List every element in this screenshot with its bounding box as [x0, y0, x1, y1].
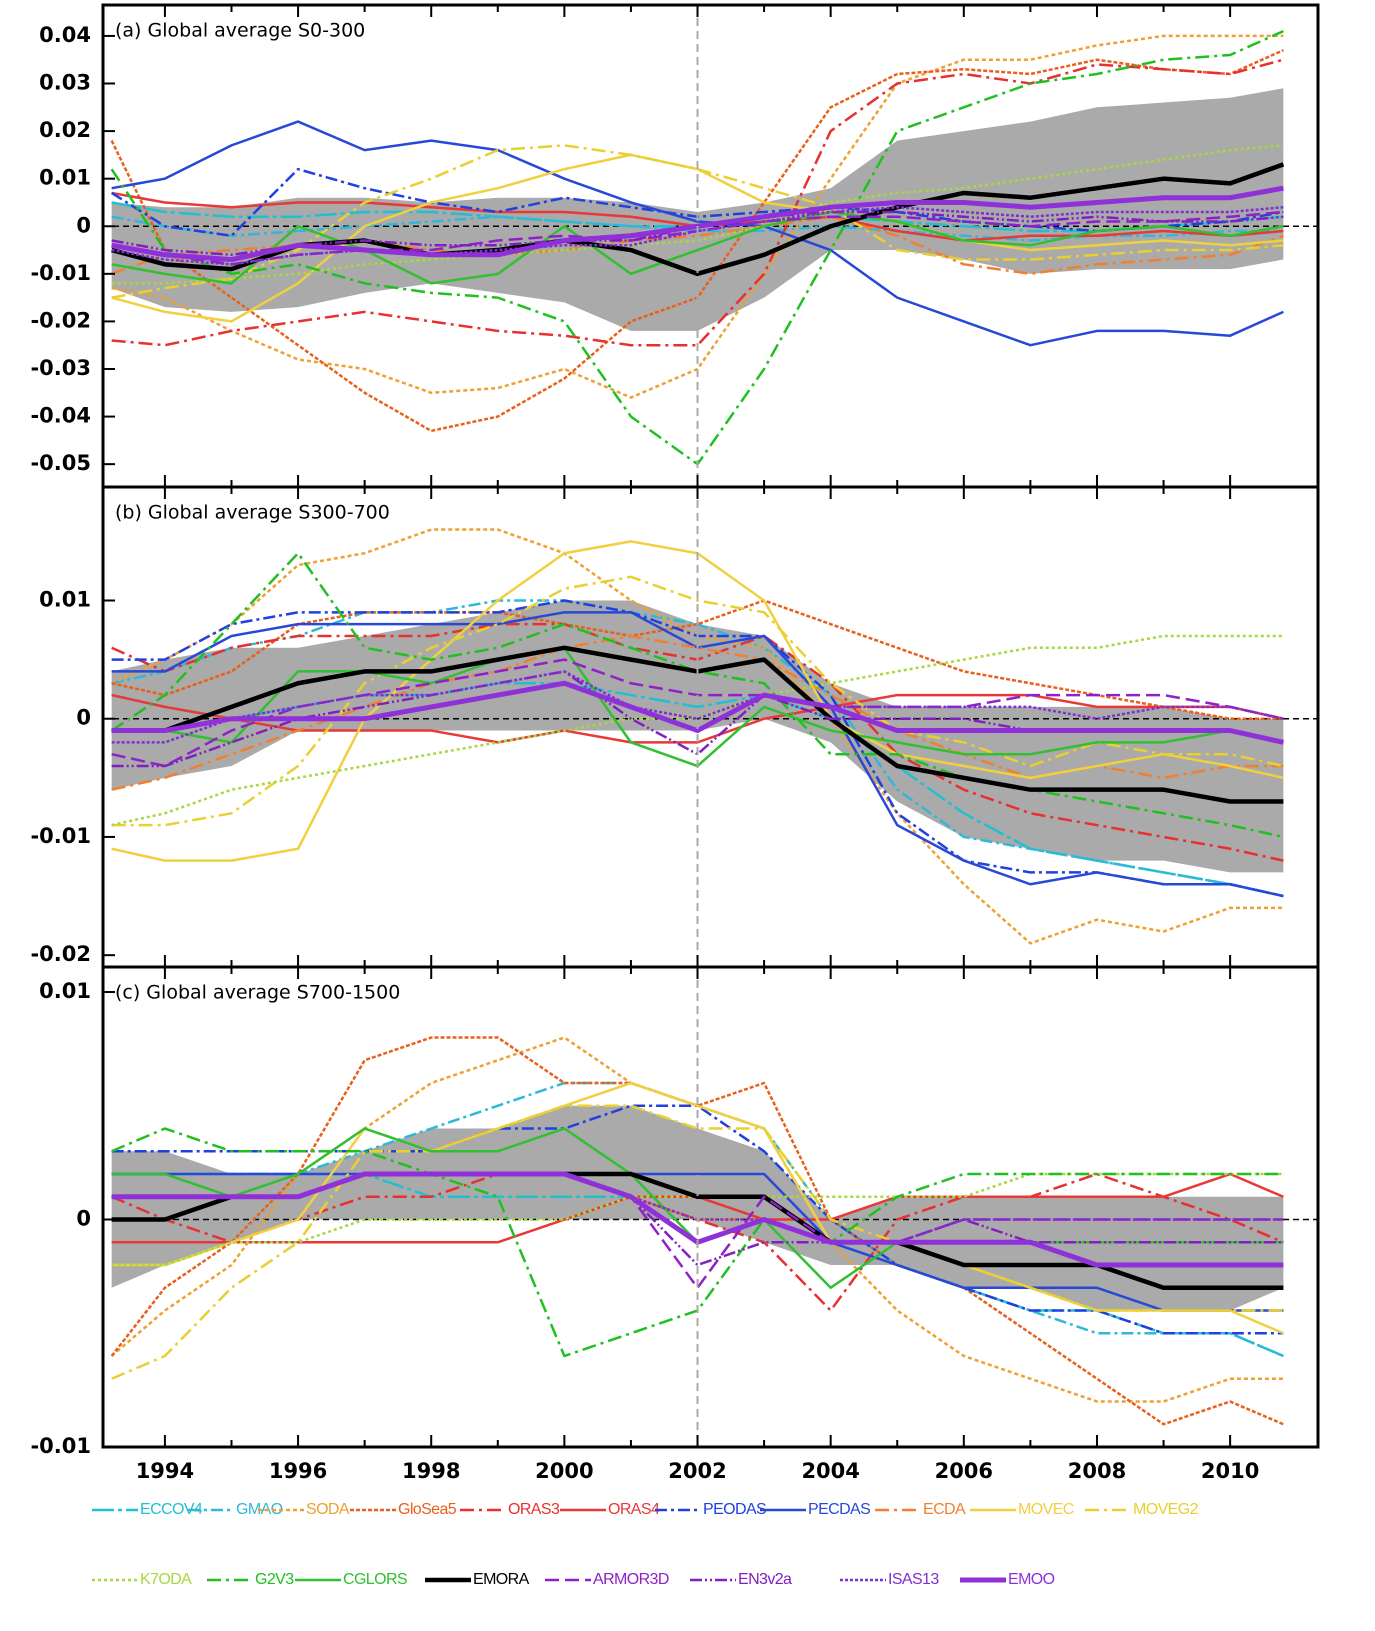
- y-tick-label: 0: [76, 706, 91, 730]
- y-tick-label: -0.02: [30, 308, 91, 332]
- panel: [103, 30, 1318, 466]
- legend-label: GloSea5: [398, 1501, 457, 1518]
- series-line: [111, 1081, 1284, 1335]
- series-line: [111, 670, 1284, 744]
- series-line: [111, 120, 1284, 347]
- legend-label: ORAS4: [608, 1501, 660, 1518]
- x-tick-label: 2000: [535, 1459, 593, 1483]
- legend-label: G2V3: [255, 1571, 294, 1588]
- y-tick-label: 0: [76, 213, 91, 237]
- series-line: [111, 144, 1284, 299]
- y-tick-label: 0.01: [39, 979, 91, 1003]
- y-tick-label: -0.01: [30, 1434, 91, 1458]
- panel: [103, 528, 1318, 945]
- y-tick-label: -0.05: [30, 451, 91, 475]
- x-tick-label: 2008: [1068, 1459, 1126, 1483]
- y-tick-label: -0.01: [30, 261, 91, 285]
- series-line: [111, 153, 1284, 323]
- series-line: [111, 680, 1284, 745]
- y-tick-label: 0.03: [39, 71, 91, 95]
- y-tick-label: 0.01: [39, 587, 91, 611]
- series-line: [111, 210, 1284, 285]
- series-line: [111, 575, 1284, 827]
- series-line: [111, 34, 1284, 399]
- legend-label: ORAS3: [508, 1501, 560, 1518]
- legend-label: ECCOV4: [140, 1501, 203, 1518]
- y-tick-label: 0: [76, 1207, 91, 1231]
- legend-label: ECDA: [923, 1501, 966, 1518]
- panel-title: (b) Global average S300-700: [115, 502, 390, 524]
- x-tick-label: 1996: [269, 1459, 327, 1483]
- y-tick-label: 0.02: [39, 118, 91, 142]
- panel-frame: [101, 965, 1320, 1449]
- series-line: [111, 634, 1284, 827]
- x-tick-label: 2002: [668, 1459, 726, 1483]
- x-tick-label: 2010: [1201, 1459, 1259, 1483]
- series-line: [111, 528, 1284, 945]
- legend-label: MOVEG2: [1133, 1501, 1199, 1518]
- y-tick-label: -0.04: [30, 404, 91, 428]
- y-tick-label: -0.01: [30, 824, 91, 848]
- legend-label: EMOO: [1008, 1571, 1055, 1588]
- legend-label: PEODAS: [703, 1501, 766, 1518]
- x-tick-label: 1998: [402, 1459, 460, 1483]
- y-tick-label: -0.03: [30, 356, 91, 380]
- series-line: [111, 210, 1284, 257]
- series-line: [111, 144, 1284, 285]
- legend-label: EMORA: [473, 1571, 530, 1588]
- legend-label: ISAS13: [888, 1571, 939, 1588]
- panel-title: (c) Global average S700-1500: [115, 982, 400, 1004]
- series-line: [111, 205, 1284, 266]
- legend-label: K7ODA: [140, 1571, 192, 1588]
- legend-label: PECDAS: [808, 1501, 870, 1518]
- y-tick-label: -0.02: [30, 942, 91, 966]
- series-line: [111, 215, 1284, 242]
- legend-label: EN3v2a: [738, 1571, 792, 1588]
- legend-label: ARMOR3D: [593, 1571, 669, 1588]
- x-tick-label: 2006: [935, 1459, 993, 1483]
- legend-label: CGLORS: [343, 1571, 407, 1588]
- legend-label: SODA: [306, 1501, 350, 1518]
- legend-label: MOVEC: [1018, 1501, 1074, 1518]
- y-tick-label: 0.01: [39, 166, 91, 190]
- y-tick-label: 0.04: [39, 23, 91, 47]
- spread-band: [111, 600, 1284, 873]
- panel-title: (a) Global average S0-300: [115, 20, 365, 42]
- x-tick-label: 1994: [136, 1459, 194, 1483]
- x-tick-label: 2004: [801, 1459, 859, 1483]
- panel: [103, 1036, 1318, 1426]
